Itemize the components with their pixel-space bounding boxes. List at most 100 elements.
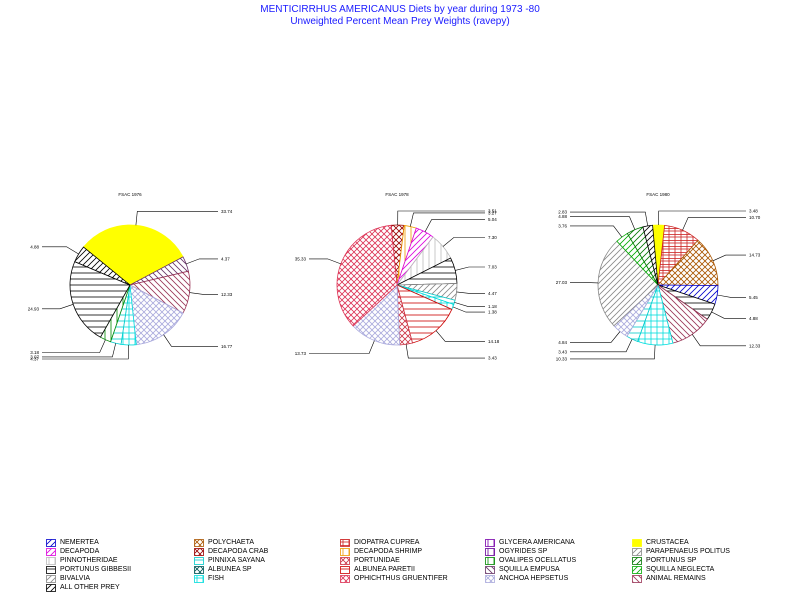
legend-item-polychaeta: POLYCHAETA	[194, 538, 254, 547]
legend-item-decapoda-crab: DECAPODA CRAB	[194, 547, 268, 556]
legend-item-ophichthus-gruentifer: OPHICHTHUS GRUENTIFER	[340, 574, 448, 583]
leader-line	[712, 254, 746, 262]
leader-line	[570, 216, 636, 230]
legend-swatch	[46, 574, 56, 583]
legend-label: PINNIXA SAYANA	[208, 557, 265, 564]
slice-label: 1.38	[488, 310, 497, 315]
legend-swatch	[485, 565, 495, 574]
leader-line	[570, 331, 621, 343]
legend-swatch	[340, 538, 350, 547]
leader-line	[42, 304, 74, 310]
legend-label: CRUSTACEA	[646, 539, 689, 546]
legend-item-fish: FISH	[194, 574, 224, 583]
slice-label: 3.43	[558, 349, 567, 354]
slice-label: 12.33	[221, 292, 233, 297]
legend-swatch	[632, 556, 642, 565]
legend-label: ALBUNEA SP	[208, 566, 252, 573]
slice-label: 10.33	[556, 356, 568, 361]
leader-line	[189, 292, 218, 295]
legend-swatch	[194, 556, 204, 565]
slice-label: 12.33	[749, 343, 761, 348]
legend-item-nemertea: NEMERTEA	[46, 538, 99, 547]
legend-swatch	[485, 547, 495, 556]
legend-swatch	[194, 547, 204, 556]
slice-label: 4.84	[558, 340, 567, 345]
leader-line	[570, 225, 623, 238]
leader-line	[424, 219, 485, 233]
slice-label: 3.43	[488, 356, 497, 361]
legend-item-portunus-sp: PORTUNUS SP	[632, 556, 696, 565]
legend-label: POLYCHAETA	[208, 539, 255, 546]
leader-line	[42, 339, 106, 353]
legend-swatch	[340, 565, 350, 574]
slice-label: 2.83	[558, 210, 567, 215]
chart-title-block: MENTICIRRHUS AMERICANUS Diets by year du…	[0, 4, 800, 28]
leader-line	[456, 291, 485, 294]
legend-label: PORTUNIDAE	[354, 557, 400, 564]
pie-title: FSAC 1976	[118, 192, 142, 197]
leader-line	[570, 338, 633, 353]
pie-chart-1: FSAC 197633.744.3712.3316.774.373.073.18…	[28, 192, 233, 361]
leader-line	[309, 258, 341, 265]
legend-swatch	[194, 565, 204, 574]
legend-swatch	[340, 574, 350, 583]
legend-swatch	[485, 538, 495, 547]
leader-line	[135, 211, 218, 226]
legend-item-parapenaeus-politus: PARAPENAEUS POLITUS	[632, 547, 730, 556]
slice-label: 33.74	[221, 209, 233, 214]
legend-swatch	[340, 547, 350, 556]
legend-item-ovalipes-ocellatus: OVALIPES OCELLATUS	[485, 556, 576, 565]
leader-line	[455, 266, 485, 271]
chart-subtitle: Unweighted Percent Mean Prey Weights (ra…	[290, 16, 510, 27]
slice-label: 3.18	[30, 350, 39, 355]
legend-label: OPHICHTHUS GRUENTIFER	[354, 575, 448, 582]
legend-item-decapoda-shrimp: DECAPODA SHRIMP	[340, 547, 422, 556]
leader-line	[570, 211, 648, 226]
slice-label: 5.04	[488, 217, 497, 222]
slice-label: 7.03	[488, 264, 497, 269]
slice-label: 3.48	[749, 209, 758, 214]
legend-label: FISH	[208, 575, 224, 582]
slice-label: 3.27	[488, 210, 497, 215]
legend-swatch	[46, 556, 56, 565]
leader-line	[163, 334, 218, 347]
pie-title: FSAC 1980	[646, 192, 670, 197]
legend-label: SQUILLA EMPUSA	[499, 566, 560, 573]
legend-item-ogyrides-sp: OGYRIDES SP	[485, 547, 547, 556]
legend-swatch	[194, 574, 204, 583]
slice-label: 4.37	[30, 356, 39, 361]
legend-item-all-other-prey: ALL OTHER PREY	[46, 583, 120, 592]
slice-label: 35.33	[295, 256, 307, 261]
slice-label: 5.45	[749, 295, 758, 300]
legend-item-albunea-sp: ALBUNEA SP	[194, 565, 252, 574]
legend-label: ALL OTHER PREY	[60, 584, 120, 591]
pie-slice-ophichthus-gruentifer	[336, 224, 398, 327]
slice-label: 16.77	[221, 344, 233, 349]
leader-line	[397, 210, 485, 226]
leader-line	[442, 237, 485, 247]
legend-item-anchoa-hepsetus: ANCHOA HEPSETUS	[485, 574, 568, 583]
legend-label: BIVALVIA	[60, 575, 91, 582]
slice-label: 1.18	[488, 304, 497, 309]
chart-title: MENTICIRRHUS AMERICANUS Diets by year du…	[260, 4, 540, 15]
legend-label: DECAPODA	[60, 548, 100, 555]
legend-swatch	[485, 556, 495, 565]
pie-slice-albunea-paretii	[396, 284, 453, 344]
legend-label: PORTUNUS GIBBESII	[60, 566, 132, 573]
legend-item-portunidae: PORTUNIDAE	[340, 556, 400, 565]
slice-label: 4.88	[30, 244, 39, 249]
slice-label: 14.73	[749, 253, 761, 258]
leader-line	[452, 306, 485, 313]
leader-line	[42, 343, 116, 358]
pie-chart-2: FSAC 1978 3.513.27 5.04 7.30 7.03 4.47 1.181.3…	[295, 192, 500, 361]
legend-label: DECAPODA CRAB	[208, 548, 269, 555]
leader-line	[570, 282, 599, 284]
leader-line	[454, 302, 485, 307]
slice-label: 24.93	[28, 306, 40, 311]
slice-label: 7.30	[488, 235, 497, 240]
legend-swatch	[632, 565, 642, 574]
legend-item-portunus-gibbesii: PORTUNUS GIBBESII	[46, 565, 131, 574]
leader-line	[309, 340, 375, 354]
leader-line	[435, 330, 485, 342]
leader-line	[405, 344, 485, 359]
